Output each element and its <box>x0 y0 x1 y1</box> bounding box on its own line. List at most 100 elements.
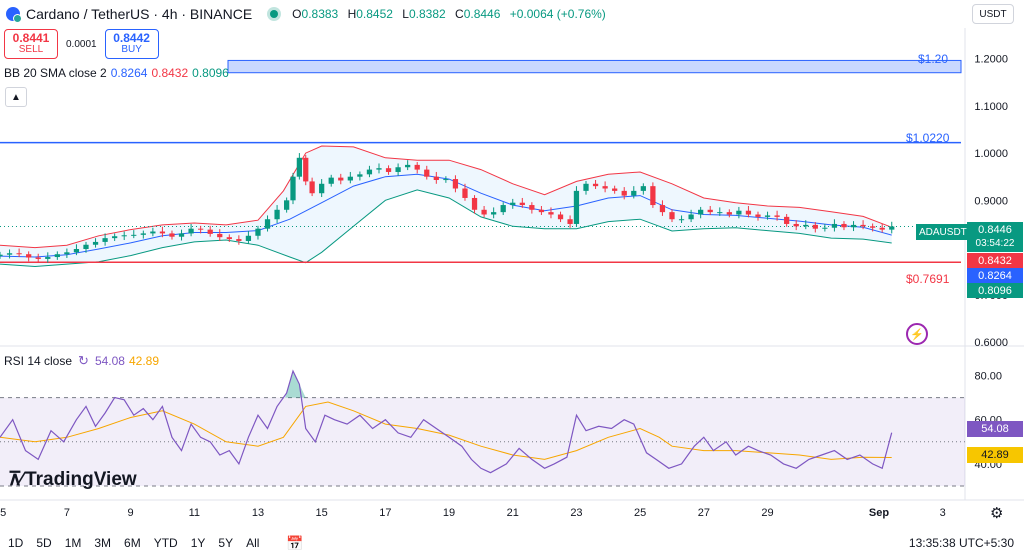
candle-body <box>755 214 761 217</box>
calendar-icon[interactable]: 📅 <box>286 534 304 551</box>
time-tick-label: Sep <box>869 507 889 519</box>
candle-body <box>347 176 353 181</box>
candle-body <box>745 210 752 215</box>
bb-indicator-legend[interactable]: BB 20 SMA close 2 0.8264 0.8432 0.8096 <box>4 66 229 80</box>
collapse-legend-button[interactable]: ▲ <box>5 87 27 107</box>
candle-body <box>26 254 32 258</box>
price-tick-label: 1.0000 <box>974 148 1008 160</box>
candle-body <box>462 188 468 198</box>
candle-body <box>698 209 704 215</box>
candle-body <box>112 236 118 239</box>
candlesticks[interactable] <box>0 153 895 263</box>
candle-body <box>245 235 252 241</box>
lightning-icon[interactable]: ⚡ <box>906 323 928 345</box>
candle-body <box>217 233 223 238</box>
candle-body <box>376 168 382 170</box>
horizontal-levels[interactable] <box>0 59 965 263</box>
candle-body <box>131 234 137 236</box>
candle-body <box>54 254 60 258</box>
candle-body <box>803 224 809 227</box>
candle-body <box>764 215 771 217</box>
candle-body <box>169 233 175 237</box>
candle-body <box>35 257 41 259</box>
level-label-1-0220: $1.0220 <box>906 131 950 145</box>
candle-body <box>621 190 627 196</box>
candle-body <box>16 253 22 255</box>
tradingview-logo[interactable]: ⊼⁄ TradingView <box>8 468 137 491</box>
time-tick-label: 19 <box>443 507 455 519</box>
bb-basis-line <box>0 173 892 258</box>
candle-body <box>573 190 580 224</box>
candle-body <box>296 157 303 177</box>
bb-fill <box>0 146 892 267</box>
timeframe-6m[interactable]: 6M <box>124 536 141 550</box>
candle-body <box>678 219 685 221</box>
candle-body <box>284 200 290 210</box>
candle-body <box>443 179 449 181</box>
candle-body <box>850 224 857 228</box>
candle-body <box>548 212 554 215</box>
candle-body <box>140 233 146 235</box>
bb-lower-line <box>0 189 892 268</box>
sell-button[interactable]: 0.8441 SELL <box>4 29 58 59</box>
price-tick-label: 1.2000 <box>974 54 1008 66</box>
currency-selector[interactable]: USDT <box>972 4 1014 24</box>
candle-body <box>717 212 723 214</box>
rsi-sma-line <box>0 401 892 460</box>
timeframe-1y[interactable]: 1Y <box>190 536 206 550</box>
candle-body <box>328 177 334 184</box>
timeframe-5d[interactable]: 5D <box>36 536 52 550</box>
trade-panel: 0.8441 SELL 0.0001 0.8442 BUY <box>4 29 159 59</box>
bb-upper-line <box>0 145 892 249</box>
candle-body <box>612 188 618 191</box>
candle-body <box>793 223 799 227</box>
timeframe-all[interactable]: All <box>246 536 260 550</box>
candle-body <box>659 205 666 213</box>
candle-body <box>822 227 828 229</box>
candle-body <box>121 235 127 237</box>
candle-body <box>0 254 3 257</box>
rsi-indicator-legend[interactable]: RSI 14 close ↻ 54.08 42.89 <box>4 353 160 368</box>
candle-body <box>726 212 732 215</box>
candle-body <box>538 209 545 213</box>
candle-body <box>471 197 478 210</box>
price-tick-label: 0.6000 <box>974 337 1008 349</box>
price-grid <box>0 28 1024 501</box>
candle-body <box>73 249 80 253</box>
buy-button[interactable]: 0.8442 BUY <box>104 29 159 59</box>
time-tick-label: 7 <box>64 507 70 519</box>
candle-body <box>841 223 847 228</box>
timeframe-1m[interactable]: 1M <box>64 536 82 550</box>
bb-upper-tag: 0.8432 <box>967 253 1023 268</box>
candle-body <box>338 177 344 181</box>
candle-body <box>529 205 535 210</box>
rsi-value-tag: 54.08 <box>967 421 1023 437</box>
timeframe-3m[interactable]: 3M <box>94 536 112 550</box>
settings-gear-icon[interactable]: ⚙ <box>990 505 1004 522</box>
chart-header: Cardano / TetherUS · 4h · BINANCE O0.838… <box>0 0 612 28</box>
timeframe-5y[interactable]: 5Y <box>218 536 234 550</box>
candle-body <box>159 231 166 234</box>
bb-lower-tag: 0.8096 <box>967 283 1023 298</box>
rsi-pane[interactable] <box>0 369 965 487</box>
candle-body <box>688 214 694 220</box>
candle-body <box>500 205 506 213</box>
rsi-line <box>0 369 893 474</box>
ohlc-values: O0.8383 H0.8452 L0.8382 C0.8446 +0.0064 … <box>292 7 606 21</box>
symbol-price-tag: ADAUSDT <box>916 224 970 240</box>
candle-body <box>812 224 818 229</box>
candle-body <box>736 210 742 215</box>
time-tick-label: 13 <box>252 507 264 519</box>
candle-body <box>631 190 637 196</box>
candle-body <box>92 241 99 245</box>
timeframe-ytd[interactable]: YTD <box>153 536 178 550</box>
symbol-title[interactable]: Cardano / TetherUS · 4h · BINANCE <box>26 6 253 22</box>
chevron-up-icon: ▲ <box>11 91 21 103</box>
candle-body <box>433 176 439 181</box>
candle-body <box>784 216 790 224</box>
clock-readout[interactable]: 13:35:38 UTC+5:30 <box>908 536 1014 550</box>
timeframe-1d[interactable]: 1D <box>8 536 24 550</box>
candle-body <box>481 209 487 215</box>
time-tick-label: 29 <box>761 507 773 519</box>
